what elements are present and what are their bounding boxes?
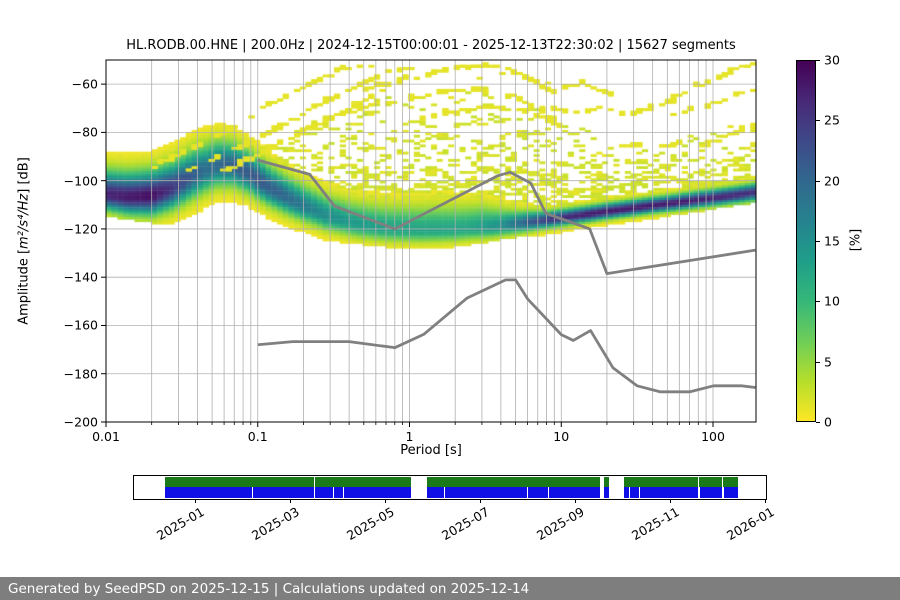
timeline-green-segment: [427, 477, 600, 487]
heatmap-canvas: [106, 60, 756, 422]
x-tick-label: 0.01: [92, 429, 120, 444]
timeline-tick: [670, 499, 672, 503]
nhnm-line: [257, 158, 756, 275]
y-tick-label: −100: [63, 173, 98, 189]
timeline-blue-segment: [724, 487, 739, 498]
timeline-blue-segment: [343, 487, 411, 498]
y-tick-label: −200: [63, 414, 98, 430]
timeline-blue-segment: [164, 487, 253, 498]
colorbar-tick-label: 0: [824, 414, 832, 430]
timeline-blue-segment: [427, 487, 444, 498]
timeline-tick: [765, 499, 766, 503]
colorbar-tick-label: 20: [824, 173, 840, 189]
nlnm-line: [257, 278, 756, 394]
colorbar-tick: [816, 422, 820, 423]
timeline-tick: [479, 499, 481, 503]
timeline-green-segment: [723, 477, 739, 487]
timeline-blue-segment: [444, 487, 528, 498]
timeline-tick: [385, 499, 387, 503]
footer-text: Generated by SeedPSD on 2025-12-15 | Cal…: [8, 580, 530, 597]
colorbar-tick: [816, 60, 820, 61]
y-tick-label: −60: [71, 76, 98, 92]
colorbar-tick: [816, 301, 820, 303]
timeline-box: [133, 475, 767, 500]
plot-title: HL.RODB.00.HNE | 200.0Hz | 2024-12-15T00…: [126, 38, 736, 53]
colorbar-tick: [816, 241, 820, 242]
x-tick-label: 1: [405, 429, 414, 444]
timeline-tick: [194, 499, 196, 503]
timeline-blue-segment: [630, 487, 639, 498]
x-axis-label: Period [s]: [400, 443, 462, 458]
y-tick-label: −80: [71, 124, 98, 140]
timeline-green-segment: [623, 477, 698, 487]
colorbar-tick-label: 30: [824, 52, 840, 68]
timeline-green-segment: [699, 477, 722, 487]
x-tick-label: 0.1: [247, 429, 268, 444]
y-tick-label: −120: [63, 221, 98, 237]
axes-border: [105, 59, 757, 423]
timeline-blue-segment: [527, 487, 548, 498]
y-tick-label: −180: [63, 366, 98, 382]
plot-area: [106, 60, 756, 422]
timeline-blue-segment: [252, 487, 315, 498]
colorbar-tick: [816, 180, 820, 182]
timeline-blue-segment: [549, 487, 600, 498]
timeline-blue-segment: [604, 487, 609, 498]
x-tick-label: 100: [701, 429, 725, 444]
timeline-tick: [574, 499, 576, 503]
colorbar-tick-label: 10: [824, 293, 840, 309]
colorbar-tick: [816, 361, 820, 363]
timeline-green-segment: [314, 477, 411, 487]
colorbar-gradient: [796, 60, 816, 422]
timeline-blue-segment: [333, 487, 344, 498]
y-tick-label: −160: [63, 317, 98, 333]
timeline-tick: [289, 499, 291, 503]
colorbar-tick-label: 5: [824, 354, 832, 370]
timeline-blue-segment: [640, 487, 698, 498]
x-tick-label: 10: [553, 429, 570, 444]
timeline-green-segment: [604, 477, 609, 487]
timeline-blue-segment: [700, 487, 722, 498]
timeline-green-segment: [164, 477, 315, 487]
timeline-blue-segment: [314, 487, 334, 498]
colorbar-label: [%]: [848, 228, 864, 252]
colorbar-tick-label: 25: [824, 112, 840, 128]
timeline-blue-segment: [623, 487, 629, 498]
y-tick-label: −140: [63, 269, 98, 285]
colorbar-tick-label: 15: [824, 233, 840, 249]
colorbar-tick: [816, 120, 820, 122]
footer-bar: Generated by SeedPSD on 2025-12-15 | Cal…: [0, 577, 900, 600]
